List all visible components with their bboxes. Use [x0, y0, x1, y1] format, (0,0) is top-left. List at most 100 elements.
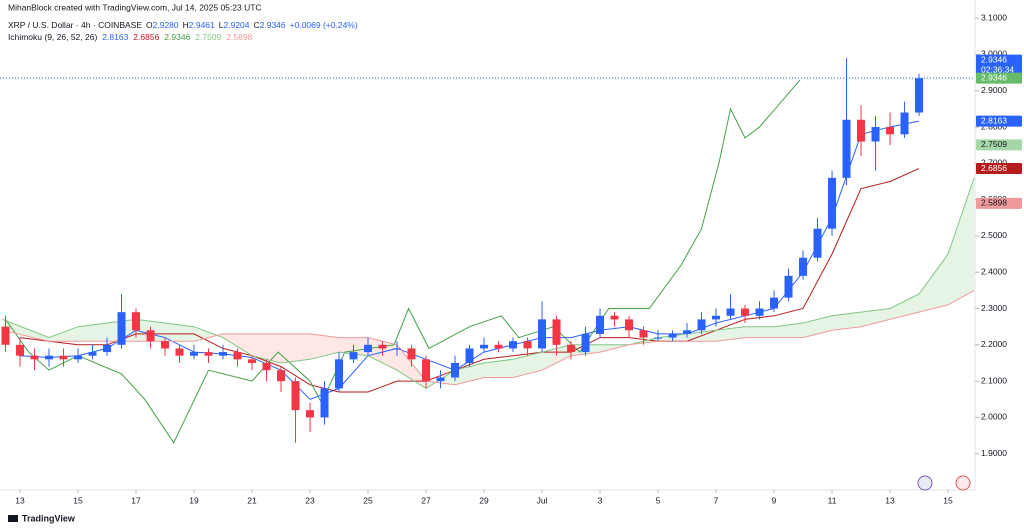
y-tick-label: 3.0000	[981, 49, 1007, 59]
ohlc-key: O	[146, 20, 153, 30]
indicator-value: 2.7509	[195, 32, 221, 42]
candle-body	[146, 330, 155, 342]
candle-body	[741, 308, 750, 316]
cloud	[310, 333, 340, 360]
cloud	[861, 308, 891, 327]
candle-body	[291, 381, 300, 411]
ichimoku-line	[2, 177, 975, 389]
candle-body	[828, 177, 837, 229]
candle-body	[480, 344, 489, 349]
cloud	[774, 323, 804, 338]
candle-body	[857, 119, 866, 142]
indicator-value: 2.9346	[164, 32, 190, 42]
cloud	[78, 323, 108, 342]
candle-body	[117, 312, 126, 345]
cloud	[890, 294, 920, 320]
price-label-box	[976, 72, 1022, 84]
candle-body	[900, 112, 909, 135]
indicator-value: 2.6856	[133, 32, 159, 42]
x-tick-label: 21	[247, 495, 257, 505]
candle-body	[683, 330, 692, 334]
price-label: 2.6856	[981, 163, 1007, 173]
x-tick-label: 13	[15, 495, 25, 505]
candle-body	[494, 344, 503, 349]
ohlc-value: 2.9280	[153, 20, 179, 30]
candle-body	[422, 359, 431, 382]
x-tick-label: 23	[305, 495, 315, 505]
candle-body	[755, 308, 764, 316]
ohlc-value: 2.9204	[224, 20, 250, 30]
y-tick-label: 2.4000	[981, 266, 1007, 276]
x-tick-label: 27	[421, 495, 431, 505]
candle-body	[610, 315, 619, 320]
indicator-name: Ichimoku (9, 26, 52, 26)	[8, 32, 97, 42]
candle-body	[770, 297, 779, 309]
indicator-legend: Ichimoku (9, 26, 52, 26) 2.8163 2.6856 2.93…	[8, 32, 253, 42]
candle-body	[581, 333, 590, 353]
cloud	[281, 333, 311, 363]
logo-mark	[8, 515, 18, 522]
candle-body	[596, 315, 605, 334]
candle-body	[552, 319, 561, 345]
candle-body	[886, 127, 895, 135]
candle-body	[871, 127, 880, 142]
candle-body	[567, 344, 576, 353]
price-change: +0.0069 (+0.24%)	[290, 20, 358, 30]
y-tick-label: 2.2000	[981, 339, 1007, 349]
price-label-box	[976, 139, 1022, 151]
x-tick-label: 19	[189, 495, 199, 505]
candle-body	[393, 348, 402, 350]
candle-body	[364, 344, 373, 353]
x-tick-label: 15	[73, 495, 83, 505]
x-tick-label: 9	[772, 495, 777, 505]
candle-body	[625, 319, 634, 331]
x-tick-label: 15	[943, 495, 953, 505]
candle-body	[59, 355, 68, 360]
candle-body	[204, 352, 213, 356]
candle-body	[726, 308, 735, 316]
candle-body	[813, 228, 822, 258]
candle-body	[233, 352, 242, 360]
indicator-value: 2.5898	[226, 32, 252, 42]
plot	[0, 58, 975, 444]
candle-body	[1, 326, 10, 345]
candle-body	[45, 355, 54, 360]
candle-body	[784, 275, 793, 298]
plot-area	[0, 58, 975, 444]
x-tick-label: 3	[598, 495, 603, 505]
candle-body	[30, 355, 39, 360]
candle-body	[799, 257, 808, 276]
x-tick-label: 11	[828, 495, 837, 505]
y-tick-label: 1.9000	[981, 448, 1007, 458]
ichimoku-line	[5, 79, 801, 444]
symbol-legend: XRP / U.S. Dollar · 4h · COINBASE O2.9280…	[8, 20, 358, 30]
candle-body	[668, 333, 677, 338]
candle-body	[306, 410, 315, 418]
candle-body	[277, 370, 286, 382]
x-tick-label: 13	[885, 495, 895, 505]
y-tick-label: 2.1000	[981, 375, 1007, 385]
ohlc-key: H	[183, 20, 189, 30]
candle-body	[161, 341, 170, 349]
cloud	[165, 323, 195, 342]
candle-body	[523, 341, 532, 349]
candle-body	[262, 362, 271, 371]
candle-body	[190, 352, 199, 356]
candle-body	[538, 319, 547, 349]
price-label-box	[976, 54, 1022, 77]
candle-body	[248, 359, 257, 363]
logo-text: TradingView	[22, 513, 76, 523]
candle-body	[842, 119, 851, 178]
cloud	[745, 326, 775, 338]
candle-body	[436, 377, 445, 382]
candle-body	[74, 355, 83, 360]
candle-body	[16, 344, 25, 356]
logo: TradingView	[8, 513, 76, 523]
cloud	[484, 359, 514, 378]
ichimoku-line	[2, 289, 975, 386]
event-icon	[917, 475, 933, 491]
price-label: 2.5898	[981, 198, 1007, 208]
cloud	[542, 344, 572, 371]
candle-body	[349, 352, 358, 360]
cloud	[49, 326, 79, 342]
